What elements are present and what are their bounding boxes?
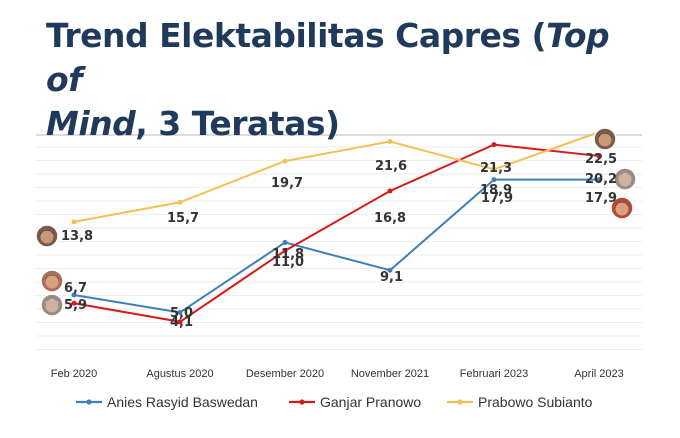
- label-ganjar-pranowo: 11,0: [272, 255, 304, 270]
- label-prabowo-subianto: 22,5: [585, 152, 617, 167]
- point-anies-rasyid-baswedan: [596, 177, 602, 183]
- line-ganjar-pranowo: [73, 143, 600, 323]
- label-ganjar-pranowo: 20,2: [585, 172, 617, 187]
- legend-label-prabowo-subianto: Prabowo Subianto: [478, 394, 593, 410]
- legend-marker: [299, 399, 305, 405]
- legend-marker: [457, 399, 463, 405]
- line-anies-rasyid-baswedan: [73, 178, 599, 314]
- label-anies-rasyid-baswedan: 9,1: [380, 270, 403, 285]
- candidate-avatars: [35, 127, 637, 317]
- x-axis-ticks: Feb 2020 Agustus 2020 Desember 2020 Novembe…: [51, 368, 624, 380]
- title-italic-2: Mind: [46, 104, 136, 143]
- avatar-face: [45, 275, 59, 289]
- data-labels: 6,7 5,0 11,8 9,1 17,9 17,9 5,9 4,1 11,0 16,8 21,3 2…: [61, 152, 617, 330]
- grid-lines: [36, 134, 642, 350]
- point-prabowo-subianto: [387, 139, 393, 145]
- label-ganjar-pranowo: 21,3: [480, 161, 512, 176]
- point-ganjar-pranowo: [387, 188, 393, 194]
- avatar-hair: [40, 230, 54, 235]
- avatar-prabowo-end: [593, 127, 617, 151]
- avatar-prabowo-start: [35, 224, 59, 248]
- point-ganjar-pranowo: [282, 248, 288, 254]
- chart-title: Trend Elektabilitas Capres (Top of Mind, …: [46, 14, 646, 146]
- x-tick-label: Feb 2020: [51, 368, 97, 380]
- avatar-hair: [618, 173, 632, 178]
- label-anies-rasyid-baswedan: 6,7: [64, 281, 87, 296]
- point-ganjar-pranowo: [177, 319, 183, 325]
- label-ganjar-pranowo: 16,8: [374, 211, 406, 226]
- label-anies-rasyid-baswedan: 5,0: [170, 306, 193, 321]
- point-anies-rasyid-baswedan: [282, 239, 288, 245]
- avatar-ganjar-end: [613, 167, 637, 191]
- label-prabowo-subianto: 18,9: [480, 183, 512, 198]
- point-anies-rasyid-baswedan: [387, 267, 393, 273]
- avatar-face: [618, 173, 632, 187]
- avatar-face: [615, 202, 629, 216]
- legend: Anies Rasyid Baswedan Ganjar Pranowo Prabo…: [76, 394, 593, 410]
- title-part-1: Trend Elektabilitas Capres (: [46, 16, 547, 55]
- label-ganjar-pranowo: 5,9: [64, 298, 87, 313]
- point-anies-rasyid-baswedan: [71, 292, 77, 298]
- x-tick-label: April 2023: [574, 368, 624, 380]
- avatar-hair: [45, 275, 59, 280]
- legend-label-ganjar-pranowo: Ganjar Pranowo: [320, 394, 421, 410]
- avatar-ganjar-start: [40, 293, 64, 317]
- avatar-face: [45, 299, 59, 313]
- point-prabowo-subianto: [177, 199, 183, 205]
- point-ganjar-pranowo: [71, 300, 77, 306]
- label-prabowo-subianto: 19,7: [271, 176, 303, 191]
- legend-marker: [86, 399, 92, 405]
- label-anies-rasyid-baswedan: 17,9: [585, 191, 617, 206]
- avatar-face: [598, 133, 612, 147]
- avatar-face: [40, 230, 54, 244]
- x-tick-label: Agustus 2020: [146, 368, 213, 380]
- point-anies-rasyid-baswedan: [177, 310, 183, 315]
- x-tick-label: Desember 2020: [246, 368, 324, 380]
- label-prabowo-subianto: 15,7: [167, 211, 199, 226]
- legend-label-anies-rasyid-baswedan: Anies Rasyid Baswedan: [107, 394, 258, 410]
- x-tick-label: Februari 2023: [460, 368, 529, 380]
- label-ganjar-pranowo: 4,1: [170, 315, 193, 330]
- line-prabowo-subianto: [73, 131, 600, 223]
- series-markers: [71, 129, 602, 325]
- avatar-hair: [45, 299, 59, 304]
- avatar-hair: [598, 133, 612, 138]
- point-ganjar-pranowo: [491, 142, 497, 148]
- label-prabowo-subianto: 13,8: [61, 229, 93, 244]
- point-prabowo-subianto: [71, 219, 77, 225]
- avatar-anies-end: [610, 196, 634, 220]
- series-lines: [73, 131, 600, 323]
- avatar-anies-start: [40, 269, 64, 293]
- chart-title-text: Trend Elektabilitas Capres (Top of Mind, …: [46, 14, 646, 146]
- avatar-hair: [615, 202, 629, 207]
- point-prabowo-subianto: [491, 166, 497, 172]
- label-anies-rasyid-baswedan: 11,8: [272, 247, 304, 262]
- title-italic-1: Top of: [46, 16, 610, 99]
- point-anies-rasyid-baswedan: [491, 177, 497, 183]
- point-prabowo-subianto: [282, 158, 288, 164]
- title-part-2: , 3 Teratas): [135, 104, 340, 143]
- label-prabowo-subianto: 21,6: [375, 159, 407, 174]
- label-anies-rasyid-baswedan: 17,9: [481, 191, 513, 206]
- x-tick-label: November 2021: [351, 368, 429, 380]
- point-ganjar-pranowo: [596, 153, 602, 159]
